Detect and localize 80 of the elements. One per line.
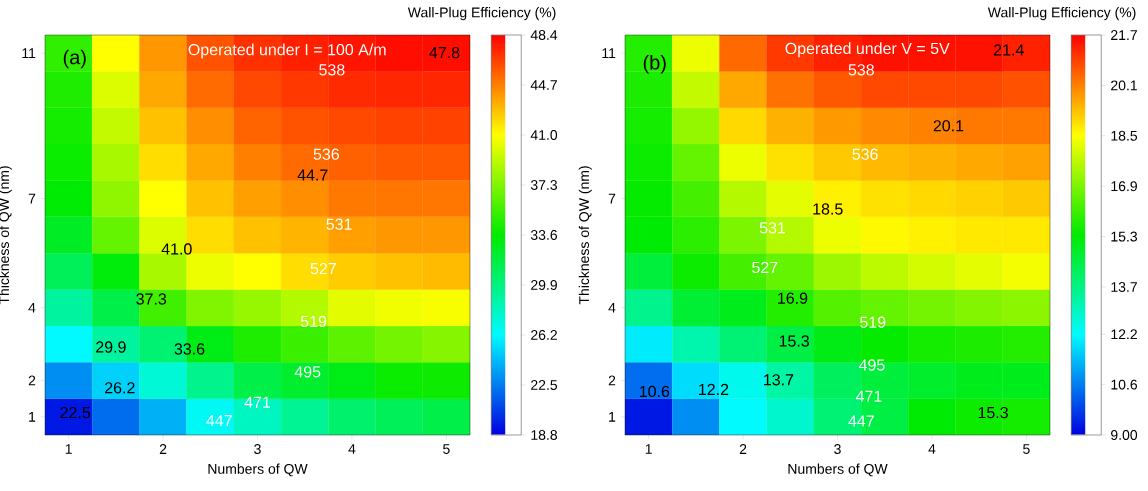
annotation: 10.6	[639, 385, 670, 398]
annotation: 495	[858, 359, 885, 371]
annotation: 13.7	[764, 374, 794, 386]
x-tick-label: 2	[739, 444, 747, 454]
annotation: 15.3	[978, 406, 1008, 419]
annotation: Operated under I = 100 A/m	[188, 43, 386, 59]
color-bar-title: Wall-Plug Efficiency (%)	[407, 7, 556, 21]
x-tick-label: 4	[928, 444, 936, 454]
color-bar-label: 18.5	[1111, 130, 1138, 141]
x-tick-label: 3	[254, 444, 261, 455]
y-tick-label: 1	[609, 412, 616, 422]
color-bar-label: 12.2	[1111, 329, 1137, 340]
annotation: 47.8	[429, 46, 460, 59]
x-axis-title: Numbers of QW	[208, 463, 308, 477]
color-bar-label: 9.00	[1111, 430, 1138, 440]
annotation: 519	[860, 316, 886, 328]
annotation: 16.9	[778, 292, 808, 304]
y-tick-label: 11	[22, 48, 36, 58]
color-bar-label: 18.8	[531, 430, 558, 440]
y-tick-label: 11	[602, 48, 616, 58]
annotation: 41.0	[161, 243, 192, 255]
annotation: 538	[319, 64, 345, 76]
color-bar-label: 41.0	[530, 130, 558, 140]
annotation: (a)	[63, 49, 86, 69]
annotation: (b)	[643, 54, 666, 74]
annotation: 527	[752, 261, 778, 274]
annotation: 15.3	[779, 335, 810, 347]
annotation: 20.1	[933, 120, 964, 132]
annotation: 26.2	[105, 382, 135, 394]
x-axis-title: Numbers of QW	[788, 463, 888, 477]
annotation: 531	[326, 218, 352, 230]
x-tick-label: 5	[443, 444, 450, 454]
color-bar-label: 16.9	[1111, 181, 1137, 192]
color-bar-label: 29.9	[531, 280, 557, 290]
x-tick-label: 2	[159, 444, 167, 454]
y-tick-label: 4	[608, 302, 616, 313]
color-bar-label: 13.7	[1111, 282, 1137, 292]
y-axis-title: Thickness of QW (nm)	[578, 166, 592, 305]
annotation: 21.4	[994, 44, 1024, 56]
x-tick-label: 1	[65, 444, 72, 454]
x-tick-label: 5	[1023, 444, 1030, 454]
color-bar-label: 33.6	[530, 230, 558, 240]
color-bar-label: 21.7	[1111, 30, 1137, 40]
annotation: Operated under V = 5V	[785, 42, 950, 58]
y-tick-label: 2	[608, 375, 616, 386]
color-bar-label: 48.4	[530, 30, 558, 40]
annotation: 447	[206, 415, 232, 427]
annotation: 527	[310, 262, 336, 275]
annotation: 44.7	[297, 169, 328, 181]
x-tick-label: 4	[348, 444, 356, 454]
y-tick-label: 2	[28, 375, 36, 386]
annotation: 29.9	[96, 341, 126, 353]
annotation: 18.5	[813, 203, 843, 215]
y-tick-label: 4	[28, 302, 36, 313]
annotation: 37.3	[136, 293, 167, 305]
color-bar-label: 10.6	[1111, 379, 1138, 390]
color-bar-label: 26.2	[531, 330, 557, 340]
y-tick-label: 7	[28, 193, 36, 204]
y-tick-label: 1	[29, 412, 36, 422]
x-tick-label: 1	[645, 444, 652, 454]
annotation: 447	[848, 415, 874, 427]
color-bar-title: Wall-Plug Efficiency (%)	[987, 7, 1136, 21]
annotation: 471	[244, 396, 271, 408]
color-bar-label: 44.7	[530, 80, 557, 90]
annotation: 536	[852, 148, 878, 160]
annotation: 536	[313, 148, 339, 160]
annotation: 495	[294, 366, 321, 378]
annotation: 12.2	[699, 383, 729, 395]
annotation: 22.5	[60, 406, 91, 419]
annotation: 519	[300, 315, 327, 328]
color-bar-label: 37.3	[530, 180, 558, 190]
annotation: 471	[855, 390, 882, 402]
annotation: 538	[848, 64, 874, 76]
annotation: 33.6	[174, 343, 205, 355]
color-bar-label: 20.1	[1111, 80, 1137, 91]
color-bar-label: 15.3	[1111, 231, 1138, 242]
annotation: 531	[759, 222, 786, 234]
color-bar-label: 22.5	[531, 380, 558, 390]
y-tick-label: 7	[608, 193, 616, 204]
x-tick-label: 3	[834, 444, 841, 455]
